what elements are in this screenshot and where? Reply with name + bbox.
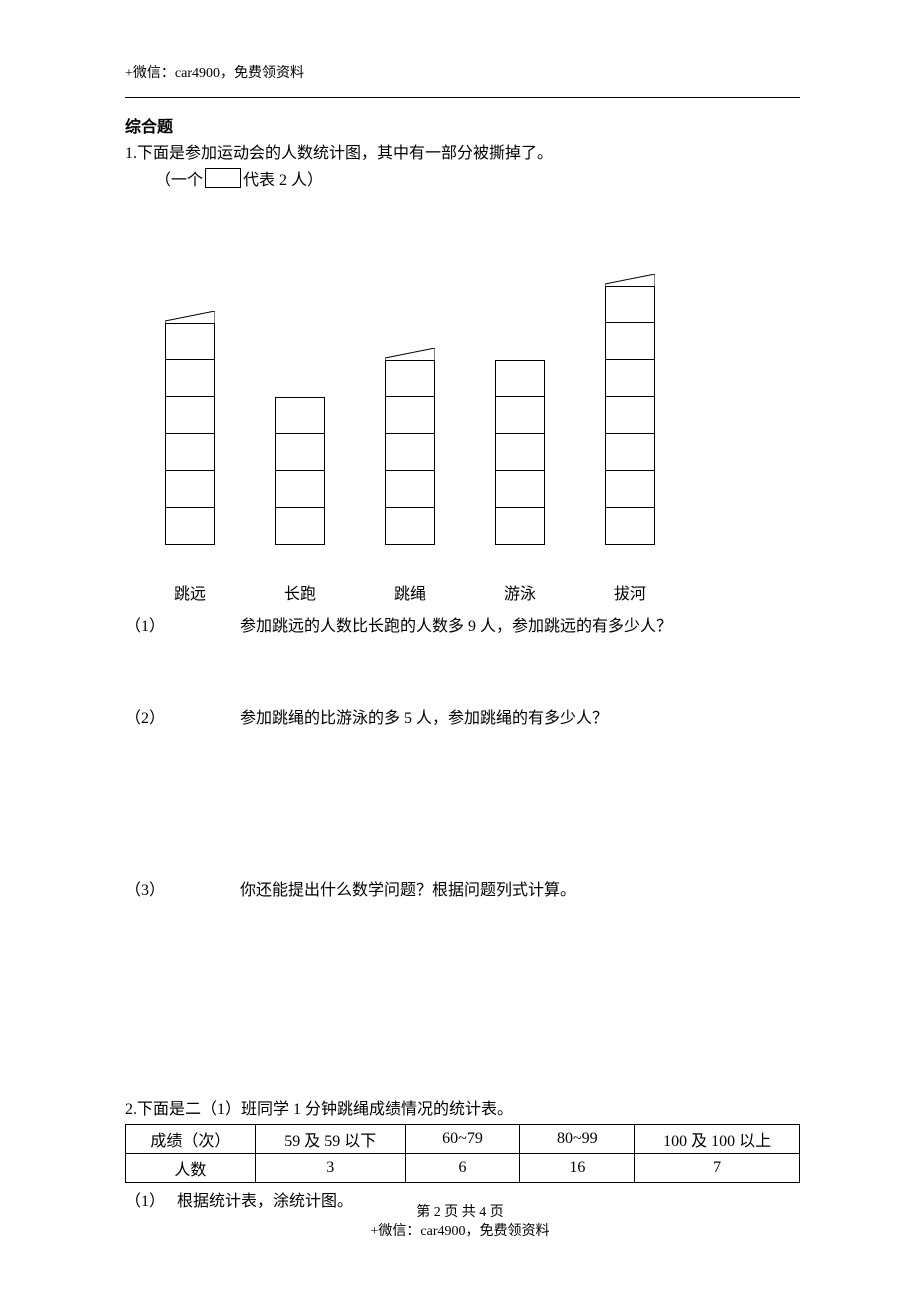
bar-cell xyxy=(275,434,325,471)
bar-column xyxy=(385,348,435,545)
bar-cells xyxy=(165,323,215,545)
bar-cell xyxy=(165,323,215,360)
q1-sub3-num: （3） xyxy=(125,876,240,900)
table-cell: 7 xyxy=(635,1154,800,1183)
bar-label: 游泳 xyxy=(495,580,545,604)
table-header-cell: 成绩（次） xyxy=(126,1125,256,1154)
torn-edge-icon xyxy=(385,348,435,360)
q1-sub1: （1） 参加跳远的人数比长跑的人数多 9 人，参加跳远的有多少人？ xyxy=(125,612,800,636)
bar-cell xyxy=(165,508,215,545)
bar-cell xyxy=(495,508,545,545)
bar-cells xyxy=(495,360,545,545)
q2-intro: 2.下面是二（1）班同学 1 分钟跳绳成绩情况的统计表。 xyxy=(125,1095,800,1119)
header-text: +微信：car4900，免费领资料 xyxy=(125,62,800,82)
table-cell: 6 xyxy=(405,1154,520,1183)
bar-cell xyxy=(275,508,325,545)
bar-cells xyxy=(275,397,325,545)
bar-chart-labels: 跳远 长跑 跳绳 游泳 拔河 xyxy=(165,580,800,604)
legend-suffix: 代表 2 人） xyxy=(243,166,323,190)
bar-cell xyxy=(385,360,435,397)
header-divider xyxy=(125,97,800,98)
section-title: 综合题 xyxy=(125,113,800,137)
q1-sub2-text: 参加跳绳的比游泳的多 5 人，参加跳绳的有多少人？ xyxy=(240,704,800,728)
torn-edge-icon xyxy=(165,311,215,323)
bar-cell xyxy=(165,434,215,471)
bar-cells xyxy=(385,360,435,545)
table-row: 人数 3 6 16 7 xyxy=(126,1154,800,1183)
bar-cell xyxy=(605,360,655,397)
bar-label: 跳绳 xyxy=(385,580,435,604)
bar-cell xyxy=(605,434,655,471)
table-header-cell: 80~99 xyxy=(520,1125,635,1154)
page-footer: 第 2 页 共 4 页 +微信：car4900，免费领资料 xyxy=(0,1203,920,1242)
bar-column xyxy=(495,360,545,545)
bar-cell xyxy=(385,434,435,471)
bar-cell xyxy=(605,286,655,323)
q1-sub1-text: 参加跳远的人数比长跑的人数多 9 人，参加跳远的有多少人？ xyxy=(240,612,800,636)
q2-table: 成绩（次） 59 及 59 以下 60~79 80~99 100 及 100 以… xyxy=(125,1124,800,1183)
bar-cell xyxy=(605,471,655,508)
table-cell: 3 xyxy=(255,1154,405,1183)
bar-cells xyxy=(605,286,655,545)
bar-cell xyxy=(275,471,325,508)
bar-cell xyxy=(275,397,325,434)
bar-column xyxy=(275,397,325,545)
q1-sub2-num: （2） xyxy=(125,704,240,728)
bar-cell xyxy=(385,397,435,434)
bar-column xyxy=(605,274,655,545)
table-row: 成绩（次） 59 及 59 以下 60~79 80~99 100 及 100 以… xyxy=(126,1125,800,1154)
bar-cell xyxy=(385,508,435,545)
bar-cell xyxy=(605,323,655,360)
q1-sub1-num: （1） xyxy=(125,612,240,636)
q1-intro: 1.下面是参加运动会的人数统计图，其中有一部分被撕掉了。 xyxy=(125,142,800,166)
table-header-cell: 60~79 xyxy=(405,1125,520,1154)
bar-cell xyxy=(165,397,215,434)
bar-label: 拔河 xyxy=(605,580,655,604)
bar-cell xyxy=(605,508,655,545)
bar-cell xyxy=(495,471,545,508)
bar-cell xyxy=(495,397,545,434)
bar-cell xyxy=(165,471,215,508)
bar-label: 长跑 xyxy=(275,580,325,604)
q1-sub3-text: 你还能提出什么数学问题？根据问题列式计算。 xyxy=(240,876,800,900)
q1-sub2: （2） 参加跳绳的比游泳的多 5 人，参加跳绳的有多少人？ xyxy=(125,704,800,728)
bar-cell xyxy=(605,397,655,434)
table-header-cell: 59 及 59 以下 xyxy=(255,1125,405,1154)
table-cell: 16 xyxy=(520,1154,635,1183)
bar-cell xyxy=(165,360,215,397)
q1-legend: （一个 代表 2 人） xyxy=(155,166,800,190)
bar-label: 跳远 xyxy=(165,580,215,604)
bar-column xyxy=(165,311,215,545)
footer-page: 第 2 页 共 4 页 xyxy=(0,1203,920,1223)
footer-text: +微信：car4900，免费领资料 xyxy=(0,1222,920,1242)
q1-sub3: （3） 你还能提出什么数学问题？根据问题列式计算。 xyxy=(125,876,800,900)
bar-cell xyxy=(495,434,545,471)
table-cell: 人数 xyxy=(126,1154,256,1183)
bar-cell xyxy=(385,471,435,508)
legend-box-icon xyxy=(205,168,241,188)
bar-chart xyxy=(165,245,800,545)
table-header-cell: 100 及 100 以上 xyxy=(635,1125,800,1154)
bar-cell xyxy=(495,360,545,397)
legend-prefix: （一个 xyxy=(155,166,203,190)
torn-edge-icon xyxy=(605,274,655,286)
